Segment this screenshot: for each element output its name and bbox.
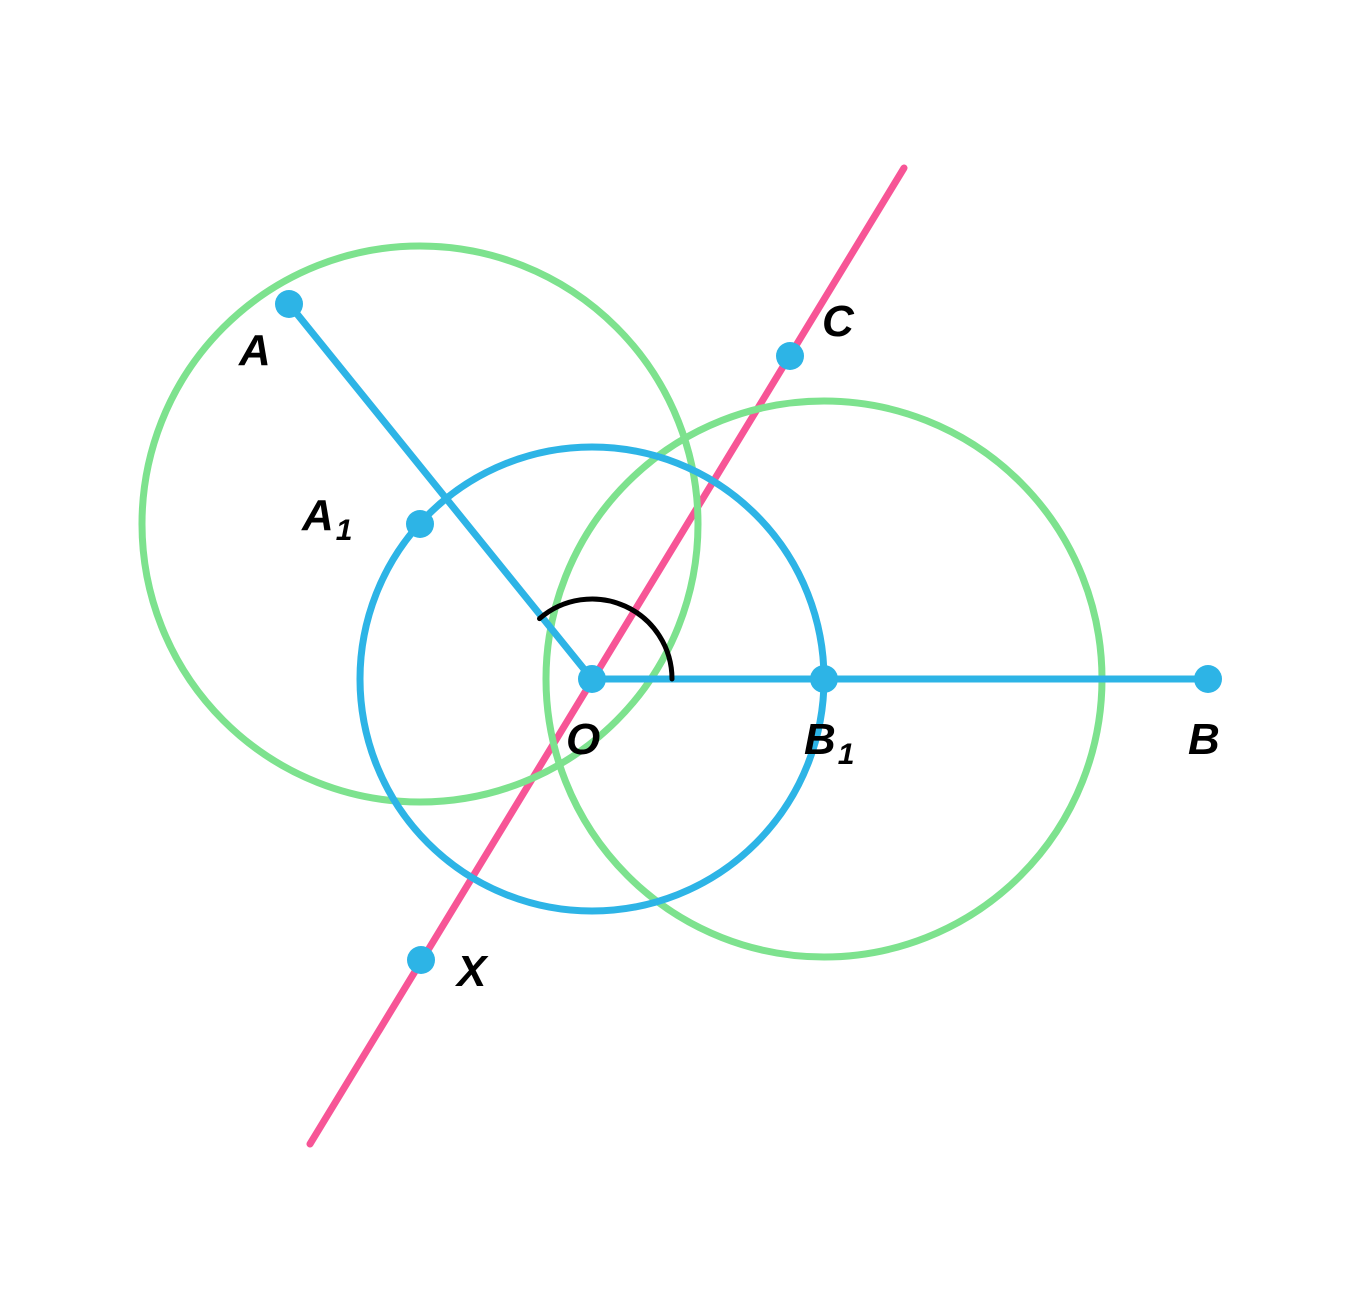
label-O: O [566,715,600,764]
label-C: C [822,297,855,346]
point-B1 [810,665,838,693]
label-B: B [1188,715,1220,764]
label-A1-subscript: 1 [336,514,353,547]
point-C [776,342,804,370]
point-X [407,946,435,974]
label-A: A [238,326,271,375]
point-A1 [406,510,434,538]
point-O [578,665,606,693]
label-B1-subscript: 1 [838,738,855,771]
point-A [275,290,303,318]
canvas-bg [0,0,1350,1313]
label-X: X [454,947,489,996]
point-B [1194,665,1222,693]
